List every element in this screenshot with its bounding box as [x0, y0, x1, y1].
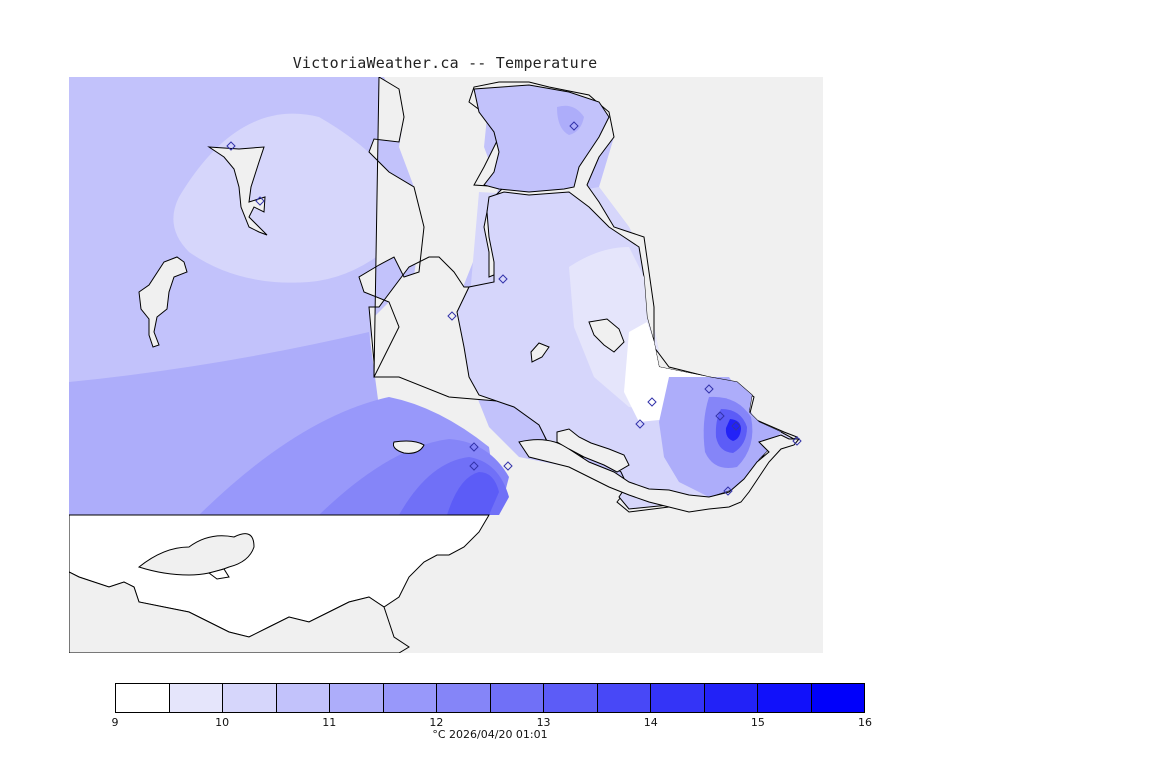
inlet-water — [456, 84, 796, 510]
station-marker[interactable] — [498, 274, 508, 284]
legend-tick-label: 12 — [429, 716, 444, 729]
units-and-timestamp: °C 2026/04/20 01:01 — [432, 728, 548, 741]
station-markers — [226, 121, 802, 496]
station-marker[interactable] — [647, 397, 657, 407]
legend-swatch — [758, 684, 812, 712]
station-marker[interactable] — [255, 196, 265, 206]
legend-swatch — [383, 684, 437, 712]
legend-swatch — [544, 684, 598, 712]
station-marker[interactable] — [447, 311, 457, 321]
station-marker[interactable] — [792, 436, 802, 446]
legend-swatch — [169, 684, 223, 712]
station-marker[interactable] — [704, 384, 714, 394]
legend-tick-label: 16 — [858, 716, 872, 729]
station-marker[interactable] — [723, 486, 733, 496]
map-title: VictoriaWeather.ca -- Temperature — [292, 54, 598, 72]
legend-swatch — [437, 684, 491, 712]
temperature-map[interactable] — [69, 77, 823, 653]
legend-swatch — [651, 684, 705, 712]
map-canvas[interactable] — [69, 77, 823, 653]
victoria-land — [518, 428, 801, 513]
station-marker[interactable] — [569, 121, 579, 131]
legend-tick-label: 10 — [215, 716, 230, 729]
legend-tick-label: 15 — [750, 716, 765, 729]
legend-tick-label: 13 — [536, 716, 551, 729]
legend-swatch — [223, 684, 277, 712]
temperature-color-legend — [115, 683, 865, 713]
legend-swatch — [704, 684, 758, 712]
station-marker[interactable] — [503, 461, 513, 471]
legend-tick-label: 14 — [643, 716, 658, 729]
legend-swatch — [597, 684, 651, 712]
legend-swatch — [490, 684, 544, 712]
station-marker[interactable] — [715, 411, 725, 421]
station-marker[interactable] — [635, 419, 645, 429]
legend-tick-label: 11 — [322, 716, 337, 729]
station-marker[interactable] — [469, 442, 479, 452]
station-marker[interactable] — [469, 461, 479, 471]
legend-swatch — [116, 684, 170, 712]
station-marker[interactable] — [731, 421, 741, 431]
legend-swatch — [330, 684, 384, 712]
legend-swatch — [276, 684, 330, 712]
station-marker[interactable] — [226, 141, 236, 151]
islands — [138, 146, 625, 454]
legend-swatch — [811, 684, 864, 712]
legend-ticks: 9 10 11 12 13 14 15 16 — [111, 716, 873, 730]
south-land — [69, 514, 490, 653]
legend-tick-label: 9 — [111, 716, 119, 729]
